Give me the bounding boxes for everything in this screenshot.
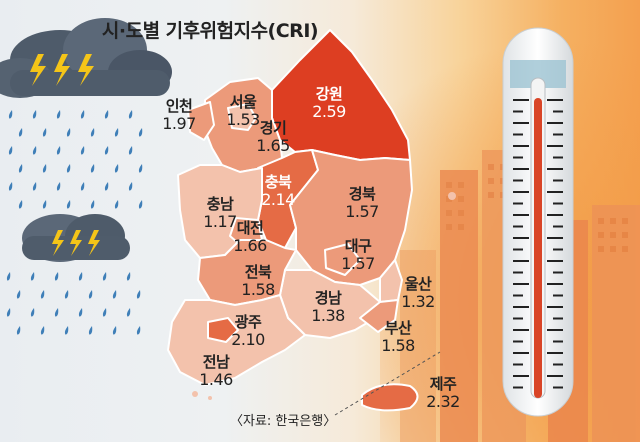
region-광주	[207, 317, 239, 343]
region-전남	[167, 294, 306, 386]
source-credit: 〈자료: 한국은행〉	[230, 414, 337, 429]
region-경북	[289, 149, 413, 286]
lightning-icons	[30, 54, 94, 86]
region-서울	[227, 103, 257, 131]
storm-cloud-top	[0, 18, 172, 98]
region-label-busan: 부산 1.58	[381, 319, 415, 355]
region-label-daejeon: 대전 1.66	[233, 219, 267, 255]
region-label-gangwon: 강원 2.59	[312, 85, 346, 121]
region-label-seoul: 서울 1.53	[226, 93, 260, 129]
region-label-gwangju: 광주 2.10	[231, 313, 265, 349]
region-울산	[379, 259, 403, 303]
region-label-chungbuk: 충북 2.14	[261, 173, 295, 209]
region-부산	[359, 299, 399, 333]
jeju-leader-line	[334, 351, 441, 416]
rain-drops	[6, 110, 143, 335]
region-label-daegu: 대구 1.57	[341, 237, 375, 273]
thermometer-icon	[502, 27, 574, 417]
region-label-incheon: 인천 1.97	[162, 97, 196, 133]
lightning-icons-small	[52, 230, 100, 256]
region-label-chungnam: 충남 1.17	[203, 195, 237, 231]
region-label-gyeongbuk: 경북 1.57	[345, 185, 379, 221]
region-label-jeonnam: 전남 1.46	[199, 353, 233, 389]
region-대구	[324, 243, 361, 276]
korea-map	[167, 29, 456, 412]
region-label-gyeongnam: 경남 1.38	[311, 289, 345, 325]
region-제주	[361, 383, 419, 412]
region-label-ulsan: 울산 1.32	[401, 275, 435, 311]
region-label-jeonbuk: 전북 1.58	[241, 263, 275, 299]
region-label-jeju: 제주 2.32	[426, 375, 460, 411]
storm-cloud-bottom	[22, 214, 130, 262]
region-label-gyeonggi: 경기 1.65	[256, 119, 290, 155]
region-인천	[187, 101, 215, 141]
map-title: 시·도별 기후위험지수(CRI)	[101, 20, 319, 42]
